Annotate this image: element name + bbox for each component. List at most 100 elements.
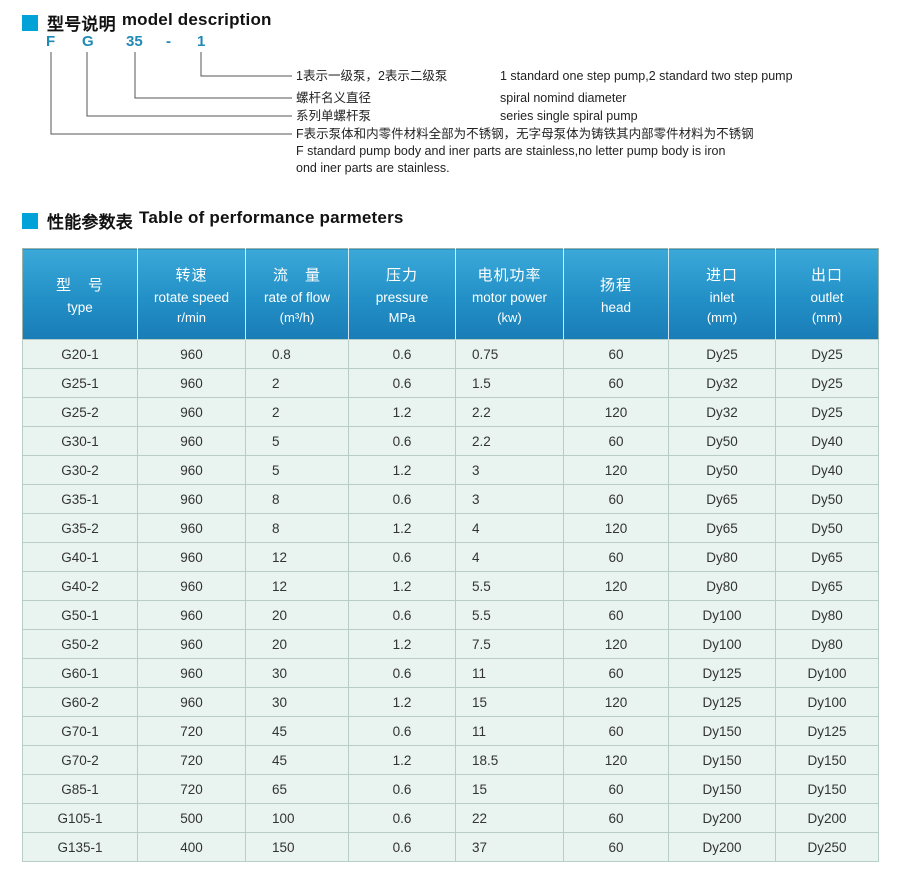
performance-table-heading: 性能参数表 Table of performance parmeters xyxy=(22,208,404,233)
cell-pressure: 0.6 xyxy=(348,339,456,369)
callout-diameter-en: spiral nomind diameter xyxy=(500,91,627,105)
cell-outlet: Dy65 xyxy=(775,571,879,601)
section-title-en: Table of performance parmeters xyxy=(139,208,404,227)
cell-pressure: 0.6 xyxy=(348,803,456,833)
table-row: G85-1 720 65 0.6 15 60 Dy150 Dy150 xyxy=(22,774,879,804)
cell-pressure: 0.6 xyxy=(348,542,456,572)
cell-pressure: 1.2 xyxy=(348,397,456,427)
cell-flow: 2 xyxy=(245,368,349,398)
cell-rotate-speed: 960 xyxy=(137,600,246,630)
cell-flow: 150 xyxy=(245,832,349,862)
cell-head: 120 xyxy=(563,745,669,775)
cell-type: G35-2 xyxy=(22,513,138,543)
header-flow: 流 量 rate of flow (m³/h) xyxy=(245,248,349,340)
cell-flow: 8 xyxy=(245,484,349,514)
header-motor-power: 电机功率 motor power (kw) xyxy=(455,248,564,340)
table-row: G30-1 960 5 0.6 2.2 60 Dy50 Dy40 xyxy=(22,426,879,456)
table-row: G60-1 960 30 0.6 11 60 Dy125 Dy100 xyxy=(22,658,879,688)
cell-pressure: 0.6 xyxy=(348,774,456,804)
cell-type: G60-2 xyxy=(22,687,138,717)
cell-head: 60 xyxy=(563,600,669,630)
cell-head: 60 xyxy=(563,484,669,514)
cell-type: G40-2 xyxy=(22,571,138,601)
cell-rotate-speed: 960 xyxy=(137,629,246,659)
cell-rotate-speed: 960 xyxy=(137,368,246,398)
cell-outlet: Dy25 xyxy=(775,397,879,427)
cell-rotate-speed: 960 xyxy=(137,571,246,601)
cell-head: 60 xyxy=(563,716,669,746)
table-body: G20-1 960 0.8 0.6 0.75 60 Dy25 Dy25 G25-… xyxy=(22,339,879,862)
cell-type: G70-1 xyxy=(22,716,138,746)
cell-head: 120 xyxy=(563,571,669,601)
callout-step-en: 1 standard one step pump,2 standard two … xyxy=(500,69,793,83)
cell-inlet: Dy100 xyxy=(668,629,776,659)
cell-pressure: 1.2 xyxy=(348,513,456,543)
cell-flow: 45 xyxy=(245,745,349,775)
cell-head: 60 xyxy=(563,803,669,833)
cell-motor-power: 7.5 xyxy=(455,629,564,659)
cell-rotate-speed: 720 xyxy=(137,745,246,775)
cell-outlet: Dy40 xyxy=(775,426,879,456)
cell-head: 60 xyxy=(563,658,669,688)
cell-motor-power: 3 xyxy=(455,484,564,514)
performance-table: 型 号 type 转速 rotate speed r/min 流 量 rate … xyxy=(22,248,879,862)
cell-flow: 5 xyxy=(245,426,349,456)
cell-outlet: Dy25 xyxy=(775,339,879,369)
table-row: G40-2 960 12 1.2 5.5 120 Dy80 Dy65 xyxy=(22,571,879,601)
table-row: G40-1 960 12 0.6 4 60 Dy80 Dy65 xyxy=(22,542,879,572)
cell-rotate-speed: 960 xyxy=(137,484,246,514)
cell-inlet: Dy32 xyxy=(668,368,776,398)
cell-type: G35-1 xyxy=(22,484,138,514)
cell-outlet: Dy200 xyxy=(775,803,879,833)
callout-material-en-line1: F standard pump body and iner parts are … xyxy=(296,144,726,158)
cell-type: G25-2 xyxy=(22,397,138,427)
section-title: 性能参数表 Table of performance parmeters xyxy=(47,208,404,233)
cell-head: 60 xyxy=(563,774,669,804)
cell-outlet: Dy80 xyxy=(775,629,879,659)
table-row: G70-1 720 45 0.6 11 60 Dy150 Dy125 xyxy=(22,716,879,746)
cell-head: 60 xyxy=(563,426,669,456)
cell-rotate-speed: 960 xyxy=(137,687,246,717)
cell-head: 60 xyxy=(563,542,669,572)
cell-motor-power: 11 xyxy=(455,716,564,746)
cell-type: G85-1 xyxy=(22,774,138,804)
cell-inlet: Dy200 xyxy=(668,803,776,833)
model-code-char-1: 1 xyxy=(197,33,206,50)
cell-head: 120 xyxy=(563,455,669,485)
callout-material-en-line2: ond iner parts are stainless. xyxy=(296,161,450,175)
cell-rotate-speed: 960 xyxy=(137,455,246,485)
cell-outlet: Dy50 xyxy=(775,513,879,543)
section-title: 型号说明 model description xyxy=(47,10,272,35)
cell-inlet: Dy50 xyxy=(668,426,776,456)
table-row: G60-2 960 30 1.2 15 120 Dy125 Dy100 xyxy=(22,687,879,717)
cell-inlet: Dy25 xyxy=(668,339,776,369)
model-code-char-dash: - xyxy=(166,33,171,50)
performance-table-wrapper: 型 号 type 转速 rotate speed r/min 流 量 rate … xyxy=(22,248,879,862)
table-header-row: 型 号 type 转速 rotate speed r/min 流 量 rate … xyxy=(22,248,879,340)
cell-flow: 2 xyxy=(245,397,349,427)
model-description-heading: 型号说明 model description xyxy=(22,10,272,35)
cell-rotate-speed: 960 xyxy=(137,542,246,572)
header-type: 型 号 type xyxy=(22,248,138,340)
cell-type: G70-2 xyxy=(22,745,138,775)
cell-flow: 100 xyxy=(245,803,349,833)
table-row: G70-2 720 45 1.2 18.5 120 Dy150 Dy150 xyxy=(22,745,879,775)
callout-diameter-cn: 螺杆名义直径 xyxy=(296,91,372,105)
cell-motor-power: 1.5 xyxy=(455,368,564,398)
cell-flow: 8 xyxy=(245,513,349,543)
cell-inlet: Dy50 xyxy=(668,455,776,485)
callout-series-en: series single spiral pump xyxy=(500,109,638,123)
header-inlet: 进口 inlet (mm) xyxy=(668,248,776,340)
cell-outlet: Dy80 xyxy=(775,600,879,630)
header-outlet: 出口 outlet (mm) xyxy=(775,248,879,340)
cell-pressure: 0.6 xyxy=(348,484,456,514)
cell-flow: 65 xyxy=(245,774,349,804)
cell-type: G20-1 xyxy=(22,339,138,369)
table-row: G35-1 960 8 0.6 3 60 Dy65 Dy50 xyxy=(22,484,879,514)
cell-motor-power: 37 xyxy=(455,832,564,862)
cell-inlet: Dy80 xyxy=(668,542,776,572)
cell-flow: 0.8 xyxy=(245,339,349,369)
cell-outlet: Dy65 xyxy=(775,542,879,572)
cell-type: G30-2 xyxy=(22,455,138,485)
